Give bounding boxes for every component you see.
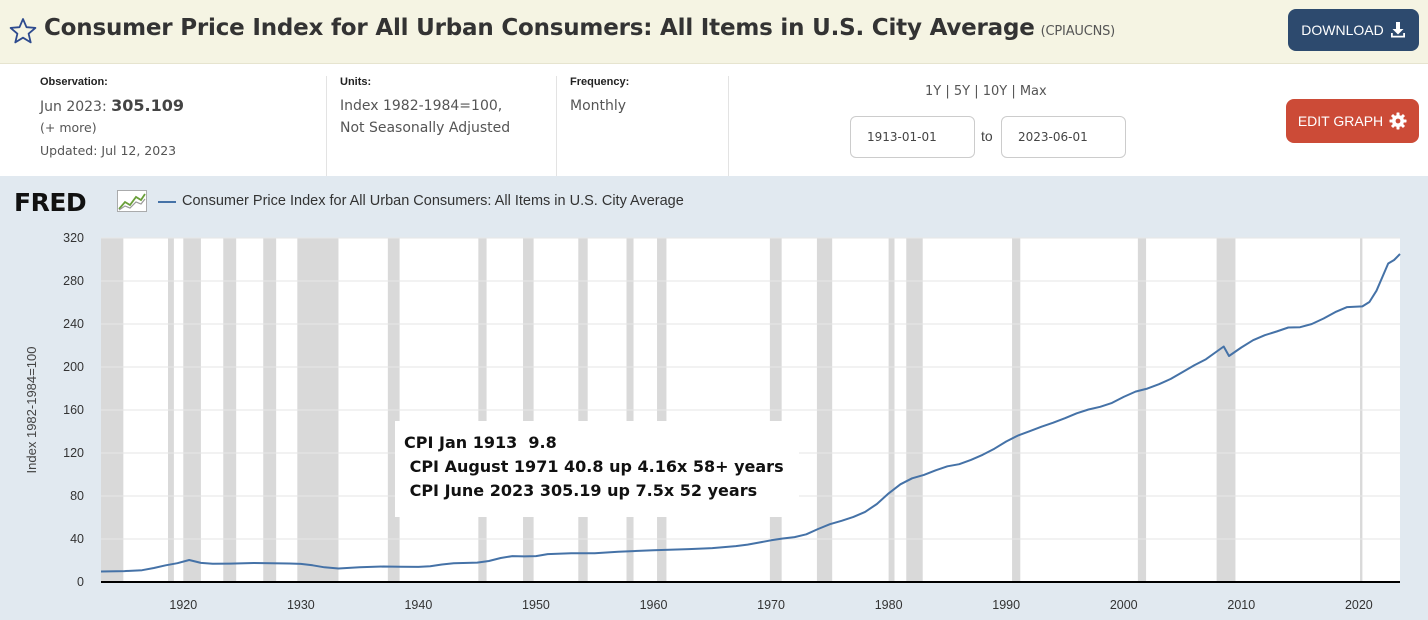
x-tick-label: 2000 [1110,598,1138,612]
star-icon[interactable] [8,16,38,46]
y-tick-label: 0 [77,575,84,589]
download-label: DOWNLOAD [1301,22,1384,38]
observation-date: Jun 2023: [40,99,107,115]
x-tick-label: 1980 [875,598,903,612]
gear-icon [1389,112,1407,130]
series-id: (CPIAUCNS) [1040,24,1116,39]
column-divider [728,76,729,176]
annotation-line-1: CPI Jan 1913 9.8 [404,433,557,452]
y-tick-label: 320 [63,231,84,245]
chart-panel: FRED Consumer Price Index for All Urban … [0,176,1428,620]
y-tick-label: 120 [63,446,84,460]
to-label: to [981,128,993,144]
edit-graph-label: EDIT GRAPH [1297,113,1384,129]
line-chart: 0 40 80 120 160 200 240 280 320 1920 1930 1940 1950 1… [24,231,1401,612]
observation-line: Jun 2023: 305.109 [40,95,320,118]
series-line [100,253,1401,573]
edit-graph-button[interactable]: EDIT GRAPH [1286,99,1419,143]
updated-date: Updated: Jul 12, 2023 [40,143,177,158]
series-title: Consumer Price Index for All Urban Consu… [44,15,1115,41]
legend-label: Consumer Price Index for All Urban Consu… [182,193,684,209]
frequency-value: Monthly [570,98,627,114]
column-divider [556,76,557,176]
download-icon [1390,22,1405,38]
units-line-1: Index 1982-1984=100, [340,98,503,114]
series-header: Consumer Price Index for All Urban Consu… [0,0,1428,64]
download-button[interactable]: DOWNLOAD [1288,9,1419,51]
units-block: Units: Index 1982-1984=100, Not Seasonal… [340,76,550,176]
series-info: Observation: Jun 2023: 305.109 (+ more) … [0,64,1428,176]
legend-swatch [158,201,176,203]
y-axis-label: Index 1982-1984=100 [24,347,39,474]
more-link[interactable]: (+ more) [40,120,97,135]
x-tick-label: 1920 [169,598,197,612]
end-date-input[interactable]: 2023-06-01 [1001,116,1126,158]
y-tick-label: 240 [63,317,84,331]
x-tick-label: 1950 [522,598,550,612]
y-tick-label: 40 [70,532,84,546]
column-divider [326,76,327,176]
frequency-block: Frequency: Monthly [570,76,720,176]
observation-label: Observation: [40,76,108,88]
range-links[interactable]: 1Y | 5Y | 10Y | Max [925,84,1047,99]
annotation-line-2: CPI August 1971 40.8 up 4.16x 58+ years [404,457,784,476]
observation-value: 305.109 [111,96,184,115]
x-tick-label: 1960 [640,598,668,612]
series-title-text: Consumer Price Index for All Urban Consu… [44,15,1035,41]
fred-logo: FRED [14,188,87,217]
annotation-line-3: CPI June 2023 305.19 up 7.5x 52 years [404,481,758,500]
units-line-2: Not Seasonally Adjusted [340,120,511,136]
x-tick-label: 1940 [404,598,432,612]
chart-annotation: CPI Jan 1913 9.8 CPI August 1971 40.8 up… [395,421,799,517]
observation-block: Observation: Jun 2023: 305.109 (+ more) … [40,76,320,176]
x-tick-label: 1970 [757,598,785,612]
y-tick-label: 200 [63,360,84,374]
frequency-label: Frequency: [570,76,630,88]
start-date-input[interactable]: 1913-01-01 [850,116,975,158]
x-tick-label: 2020 [1345,598,1373,612]
x-tick-label: 2010 [1227,598,1255,612]
x-tick-label: 1990 [992,598,1020,612]
y-tick-label: 280 [63,274,84,288]
fred-graph-icon [117,190,147,212]
y-tick-label: 80 [70,489,84,503]
units-label: Units: [340,76,372,88]
y-tick-label: 160 [63,403,84,417]
x-tick-label: 1930 [287,598,315,612]
